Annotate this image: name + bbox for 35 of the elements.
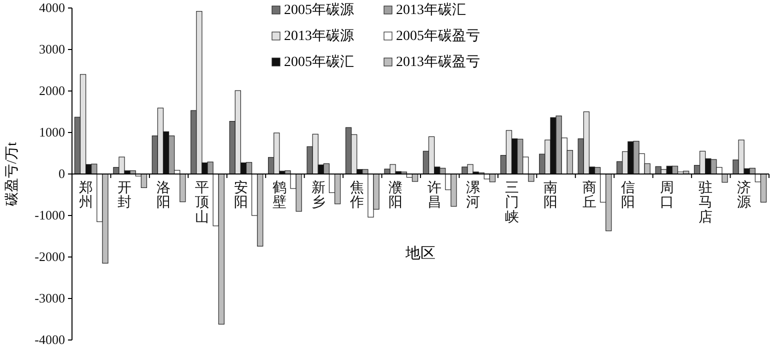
y-tick-label: -1000: [34, 208, 65, 223]
legend-label: 2013年碳汇: [396, 2, 466, 18]
legend-label: 2005年碳源: [284, 2, 354, 18]
x-tick-label: 驻马店: [698, 180, 712, 226]
x-tick-label: 三门峡: [504, 181, 519, 226]
x-tick-label: 鹤壁: [272, 180, 287, 211]
y-tick-label: 2000: [39, 83, 65, 98]
y-tick-label: -3000: [34, 290, 65, 306]
x-tick-label: 南阳: [544, 180, 558, 211]
y-axis-title: 碳盈亏/万t: [4, 142, 20, 207]
x-axis-title: 地区: [404, 245, 436, 262]
x-tick-label: 濮阳: [388, 180, 403, 211]
y-tick-label: 0: [58, 166, 65, 182]
x-tick-label: 安阳: [234, 180, 248, 211]
x-tick-label: 洛阳: [156, 180, 170, 211]
x-tick-label: 许昌: [427, 180, 442, 211]
x-tick-label: 平顶山: [195, 181, 210, 226]
legend-label: 2013年碳源: [284, 28, 354, 44]
y-tick-label: -2000: [34, 249, 65, 264]
y-tick-label: 1000: [39, 124, 65, 140]
x-tick-label: 周口: [660, 181, 674, 211]
x-tick-label: 新乡: [311, 180, 326, 211]
x-tick-label: 信阳: [621, 180, 636, 211]
legend-label: 2005年碳盈亏: [396, 28, 480, 44]
x-tick-label: 商丘: [582, 180, 596, 211]
y-tick-label: 3000: [39, 42, 65, 57]
x-tick-label: 漯河: [466, 180, 480, 211]
y-tick-label: 4000: [39, 0, 65, 16]
x-tick-label: 济源: [737, 180, 752, 211]
x-tick-label: 焦作: [348, 180, 364, 211]
legend-label: 2013年碳盈亏: [396, 54, 480, 70]
y-tick-label: -4000: [34, 332, 65, 346]
legend-label: 2005年碳汇: [284, 54, 354, 70]
x-tick-label: 开封: [118, 181, 132, 211]
x-tick-label: 郑州: [78, 180, 93, 211]
